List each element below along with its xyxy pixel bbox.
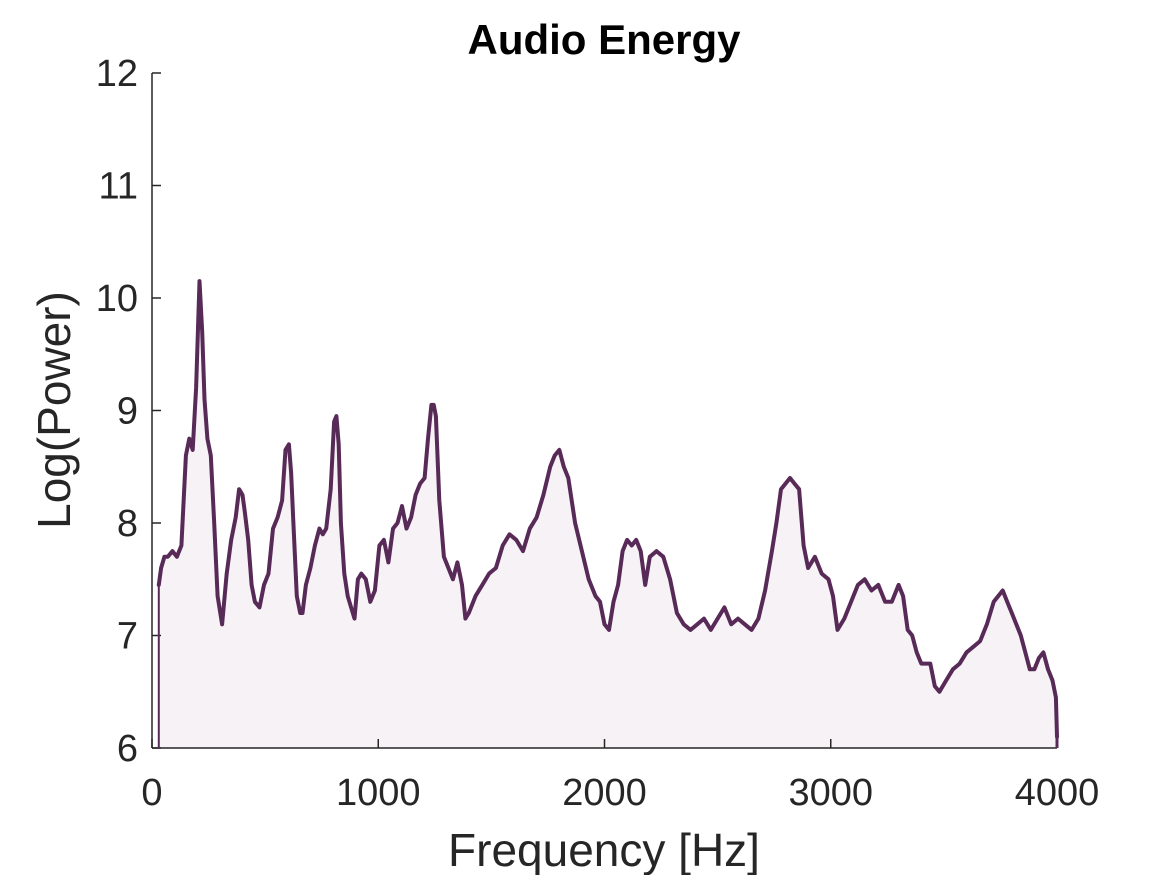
series-area-fill (158, 281, 1058, 748)
y-tick-label: 6 (117, 728, 138, 770)
y-tick-label: 10 (96, 278, 138, 320)
x-tick-label: 2000 (562, 772, 647, 814)
y-axis-label: Log(Power) (28, 291, 80, 529)
chart-title: Audio Energy (467, 16, 741, 63)
area-fill-layer (158, 281, 1058, 748)
y-tick-label: 11 (99, 166, 138, 208)
line-layer (156, 279, 1059, 748)
x-tick-label: 3000 (788, 772, 873, 814)
y-tick-label: 9 (117, 391, 138, 433)
x-tick-label: 1000 (336, 772, 421, 814)
y-tick-label: 8 (117, 503, 138, 545)
x-tick-label: 0 (141, 772, 162, 814)
ticks: 0 1000 2000 3000 4000 6 7 8 9 10 11 12 (96, 53, 1100, 814)
x-axis-label: Frequency [Hz] (448, 824, 760, 875)
y-tick-label: 12 (96, 53, 138, 95)
y-tick-label: 7 (117, 616, 138, 658)
x-tick-label: 4000 (1015, 772, 1100, 814)
series-line (156, 279, 1059, 739)
